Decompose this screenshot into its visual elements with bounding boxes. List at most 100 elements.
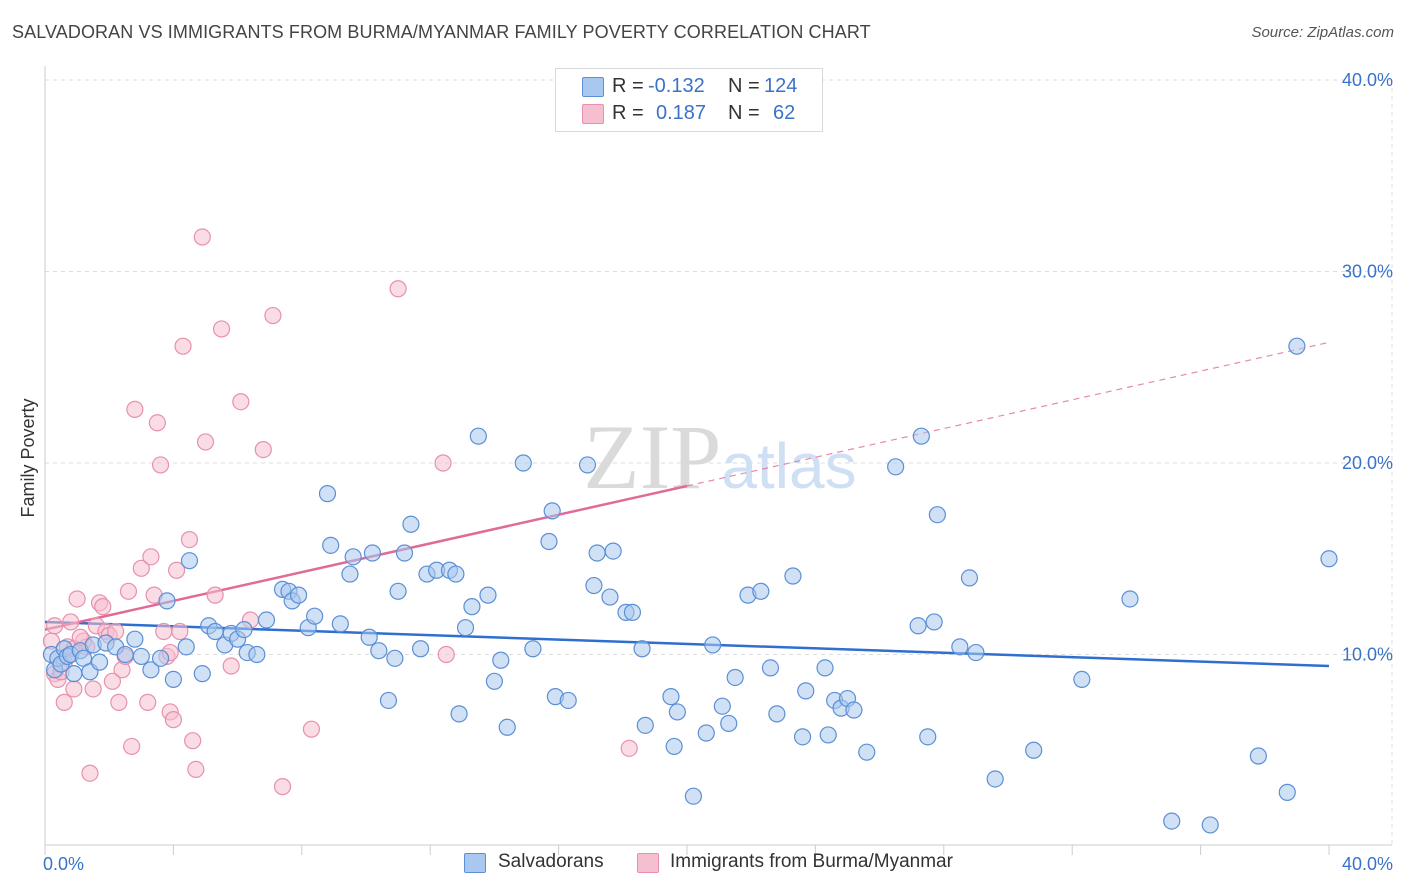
salvadoran-point xyxy=(257,611,276,629)
watermark: ZIPatlas xyxy=(583,406,856,508)
burma-point xyxy=(119,582,138,600)
salvadoran-point xyxy=(389,582,407,600)
burma-point xyxy=(46,617,64,635)
salvadoran-point xyxy=(912,427,930,445)
y-tick-label: 30.0% xyxy=(1342,262,1393,282)
salvadoran-point xyxy=(704,636,722,654)
burma-point xyxy=(142,548,160,566)
burma-point xyxy=(193,228,211,246)
salvadoran-point xyxy=(395,544,414,562)
burma-point xyxy=(437,645,455,664)
burma-point xyxy=(171,622,189,641)
salvadoran-point xyxy=(925,613,943,631)
salvadoran-point xyxy=(1278,783,1296,801)
burma-point xyxy=(184,732,202,750)
salvadoran-point xyxy=(306,607,324,625)
burma-point xyxy=(164,711,182,729)
legend-r-label: R = xyxy=(612,75,644,97)
legend-n-label: N = xyxy=(728,75,760,97)
y-axis-label: Family Poverty xyxy=(18,398,38,517)
x-tick-label-max: 40.0% xyxy=(1342,854,1393,874)
salvadoran-point xyxy=(986,770,1004,788)
salvadoran-point xyxy=(588,544,606,562)
salvadoran-point xyxy=(665,737,683,756)
salvadoran-point xyxy=(1201,816,1219,834)
salvadoran-point xyxy=(858,743,876,761)
burma-point xyxy=(302,720,321,738)
salvadoran-point xyxy=(585,576,603,595)
salvadoran-point xyxy=(887,458,905,476)
salvadoran-point xyxy=(485,672,503,690)
salvadoran-trend-line xyxy=(44,620,1330,668)
burma-point xyxy=(254,440,272,459)
salvadoran-point xyxy=(126,630,144,648)
salvadoran-point xyxy=(816,659,834,677)
salvadoran-point xyxy=(784,567,802,585)
burma-point xyxy=(155,622,173,641)
watermark-atlas: atlas xyxy=(721,430,856,502)
burma-point xyxy=(139,693,157,711)
salvadoran-point xyxy=(447,565,465,583)
salvadoran-point xyxy=(540,532,558,551)
salvadoran-point xyxy=(90,653,109,671)
burma-point xyxy=(196,433,215,451)
salvadoran-point xyxy=(604,542,622,560)
salvadoran-point xyxy=(360,628,378,646)
salvadoran-point xyxy=(524,640,542,658)
y-tick-label: 10.0% xyxy=(1342,645,1393,665)
salvadoran-point xyxy=(684,787,703,805)
salvadoran-point xyxy=(601,588,619,606)
salvadoran-point xyxy=(697,724,715,742)
salvadoran-point xyxy=(248,645,266,664)
salvadoran-point xyxy=(909,617,927,635)
chart-title: SALVADORAN VS IMMIGRANTS FROM BURMA/MYAN… xyxy=(12,22,871,42)
legend-n-value: 62 xyxy=(773,102,796,124)
salvadoran-point xyxy=(720,714,738,733)
salvadoran-point xyxy=(662,688,680,706)
salvadoran-point xyxy=(164,670,182,688)
salvadoran-point xyxy=(344,548,362,566)
burma-point xyxy=(222,657,240,675)
burma-point xyxy=(212,320,231,338)
salvadoran-point xyxy=(65,665,83,683)
salvadoran-point xyxy=(386,649,404,667)
legend-r-value: 0.187 xyxy=(656,102,707,124)
burma-point xyxy=(168,561,186,579)
burma-point xyxy=(174,337,192,355)
salvadoran-point xyxy=(370,642,388,660)
burma-point xyxy=(206,586,224,604)
salvadoran-point xyxy=(463,598,481,616)
burma-point xyxy=(65,680,83,698)
legend-n-label: N = xyxy=(728,102,760,124)
salvadoran-point xyxy=(797,682,815,700)
legend-n-value: 124 xyxy=(764,75,798,97)
burma-point xyxy=(389,280,407,298)
y-tick-label: 40.0% xyxy=(1342,70,1393,90)
salvadoran-point xyxy=(411,640,430,658)
salvadoran-point xyxy=(469,427,487,445)
salvadoran-point xyxy=(636,716,654,734)
x-tick-label-min: 0.0% xyxy=(43,854,84,874)
legend-r-value: -0.132 xyxy=(648,75,705,97)
salvadoran-point xyxy=(578,456,597,474)
salvadoran-point xyxy=(177,638,195,656)
burma-point xyxy=(273,778,292,796)
salvadoran-point xyxy=(1163,812,1181,830)
salvadoran-point xyxy=(151,649,170,667)
salvadoran-point xyxy=(1288,337,1306,355)
burma-point xyxy=(103,672,122,690)
salvadoran-point xyxy=(235,621,253,639)
salvadoran-point xyxy=(498,718,516,736)
salvadoran-point xyxy=(1320,550,1338,568)
burma-point xyxy=(110,693,128,711)
salvadoran-point xyxy=(819,726,837,744)
legend-r-label: R = xyxy=(612,102,644,124)
salvadoran-point xyxy=(960,569,979,587)
salvadoran-point xyxy=(845,701,863,719)
salvadoran-point xyxy=(793,728,812,746)
salvadoran-point xyxy=(967,643,985,662)
salvadoran-point xyxy=(752,582,770,600)
salvadoran-point xyxy=(928,506,946,524)
salvadoran-point xyxy=(559,691,577,710)
